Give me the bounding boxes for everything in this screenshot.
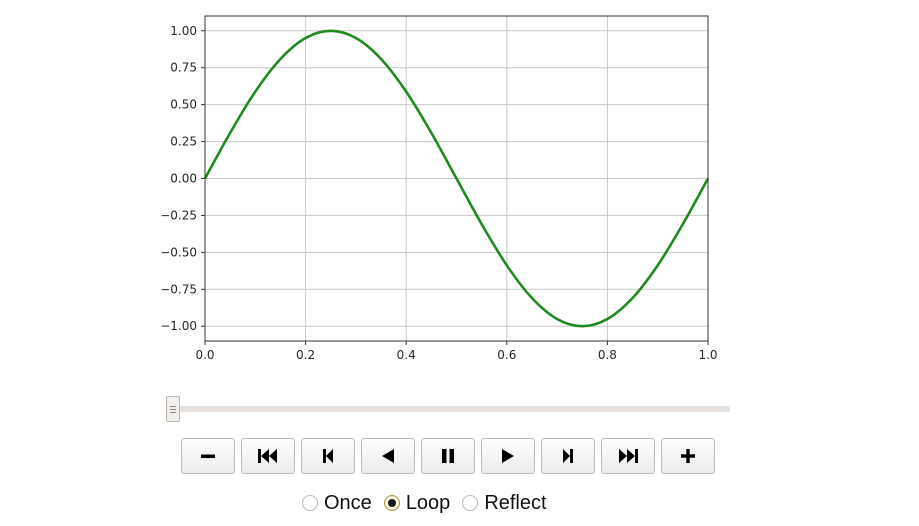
once-label: Once	[324, 491, 372, 514]
last-frame-button[interactable]	[601, 438, 655, 474]
grip-line	[170, 405, 176, 407]
play-icon	[502, 449, 514, 463]
step-forward-icon	[563, 449, 573, 463]
decrease-speed-button[interactable]	[181, 438, 235, 474]
pause-button[interactable]	[421, 438, 475, 474]
first-frame-button[interactable]	[241, 438, 295, 474]
y-tick-label: −1.00	[160, 319, 197, 333]
sine-wave-plot: 0.0 0.2 0.4 0.6 0.8 1.0 1.00 0.75 0.50 0.25 0.00 −0…	[160, 15, 718, 362]
y-tick-label: −0.75	[160, 282, 197, 296]
mode-option-reflect[interactable]: Reflect	[462, 491, 547, 515]
skip-to-start-icon	[258, 449, 277, 463]
play-reverse-icon	[382, 449, 394, 463]
x-tick-label: 0.8	[598, 348, 617, 362]
grip-line	[170, 411, 176, 413]
frame-slider[interactable]	[166, 396, 730, 426]
plus-icon	[681, 449, 695, 463]
x-tick-label: 0.4	[397, 348, 416, 362]
y-tick-label: 0.50	[170, 98, 197, 112]
skip-to-end-icon	[619, 449, 638, 463]
reflect-radio[interactable]	[462, 495, 479, 511]
slider-handle[interactable]	[166, 396, 180, 422]
y-tick-label: 0.00	[170, 172, 197, 186]
increase-speed-button[interactable]	[661, 438, 715, 474]
play-reverse-button[interactable]	[361, 438, 415, 474]
animation-controls	[181, 438, 715, 476]
y-tick-label: 1.00	[170, 24, 197, 38]
y-tick-label: −0.50	[160, 245, 197, 259]
loop-radio[interactable]	[383, 495, 400, 511]
y-tick-label: −0.25	[160, 208, 197, 222]
previous-frame-button[interactable]	[301, 438, 355, 474]
slider-track[interactable]	[170, 406, 730, 412]
y-tick-label: 0.75	[170, 61, 197, 75]
next-frame-button[interactable]	[541, 438, 595, 474]
loop-mode-selector: Once Loop Reflect	[302, 488, 559, 518]
x-tick-label: 0.6	[497, 348, 516, 362]
play-button[interactable]	[481, 438, 535, 474]
reflect-label: Reflect	[484, 491, 547, 514]
pause-icon	[442, 449, 454, 463]
mode-option-once[interactable]: Once	[302, 492, 372, 515]
x-tick-label: 0.2	[296, 348, 315, 362]
x-tick-label: 1.0	[698, 348, 717, 362]
sine-curve-series	[203, 29, 710, 328]
minus-icon	[201, 454, 215, 458]
once-radio[interactable]	[302, 495, 318, 511]
loop-label: Loop	[405, 491, 451, 514]
step-back-icon	[323, 449, 333, 463]
mode-option-loop[interactable]: Loop	[383, 491, 451, 515]
x-tick-label: 0.0	[195, 348, 214, 362]
grip-line	[170, 408, 176, 410]
y-tick-label: 0.25	[170, 135, 197, 149]
axis-ticks: 0.0 0.2 0.4 0.6 0.8 1.0 1.00 0.75 0.50 0.25 0.00 −0…	[160, 24, 717, 362]
